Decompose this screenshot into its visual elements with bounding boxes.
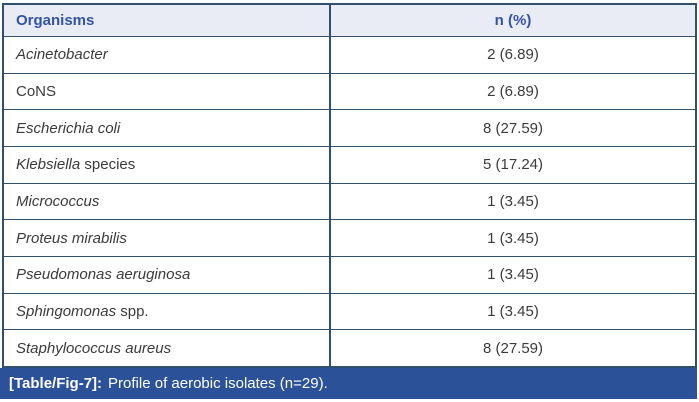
value-cell: 1 (3.45) xyxy=(331,294,695,330)
value-text: 8 (27.59) xyxy=(482,119,544,137)
organism-name-italic: Sphingomonas xyxy=(16,303,117,321)
organism-cell: Pseudomonas aeruginosa xyxy=(4,257,331,293)
value-text: 1 (3.45) xyxy=(487,266,539,284)
column-header-organisms: Organisms xyxy=(4,5,331,36)
caption-figure-label: [Table/Fig-7]: xyxy=(9,375,103,392)
table-caption-bar: [Table/Fig-7]: Profile of aerobic isolat… xyxy=(0,368,697,399)
value-text: 2 (6.89) xyxy=(487,83,539,100)
table-row: Escherichia coli 8 (27.59) xyxy=(4,109,695,147)
value-text: 1 (3.45) xyxy=(487,193,539,211)
organisms-table: Organisms n (%) Acinetobacter 2 (6.89) C… xyxy=(2,3,697,368)
table-row: CoNS 2 (6.89) xyxy=(4,72,695,110)
table-row: Micrococcus 1 (3.45) xyxy=(4,182,695,220)
value-cell: 8 (27.59) xyxy=(331,110,695,146)
table-row: Klebsiella species 5 (17.24) xyxy=(4,146,695,183)
table-row: Pseudomonas aeruginosa 1 (3.45) xyxy=(4,256,695,293)
value-cell: 2 (6.89) xyxy=(331,37,695,73)
organism-cell: Klebsiella species xyxy=(4,147,331,183)
organism-name-regular: spp. xyxy=(116,303,149,321)
organism-name-italic: Staphylococcus aureus xyxy=(16,339,172,357)
organism-cell: CoNS xyxy=(4,73,331,110)
caption-text: Profile of aerobic isolates (n=29). xyxy=(108,375,328,392)
organism-name-italic: Acinetobacter xyxy=(16,46,108,64)
table-row: Sphingomonas spp. 1 (3.45) xyxy=(4,292,695,330)
table-row: Proteus mirabilis 1 (3.45) xyxy=(4,219,695,257)
organism-name-italic: Pseudomonas aeruginosa xyxy=(16,266,191,284)
value-cell: 1 (3.45) xyxy=(331,220,695,256)
column-header-n-percent-label: n (%) xyxy=(494,12,532,29)
value-text: 8 (27.59) xyxy=(482,339,544,357)
organism-cell: Proteus mirabilis xyxy=(4,220,331,257)
table-header-row: Organisms n (%) xyxy=(4,5,695,36)
organism-name-regular: CoNS xyxy=(16,83,57,100)
organism-cell: Sphingomonas spp. xyxy=(4,293,331,330)
table-row: Acinetobacter 2 (6.89) xyxy=(4,36,695,73)
column-header-n-percent: n (%) xyxy=(331,5,695,36)
value-cell: 5 (17.24) xyxy=(331,147,695,183)
value-text: 1 (3.45) xyxy=(487,303,539,321)
column-header-organisms-label: Organisms xyxy=(16,12,95,29)
value-cell: 2 (6.89) xyxy=(331,74,695,110)
value-text: 1 (3.45) xyxy=(487,229,539,247)
value-cell: 8 (27.59) xyxy=(331,330,695,366)
value-text: 5 (17.24) xyxy=(482,156,544,174)
organism-name-italic: Klebsiella xyxy=(16,156,81,174)
organism-cell: Escherichia coli xyxy=(4,110,331,147)
organism-name-regular: species xyxy=(80,156,136,174)
value-cell: 1 (3.45) xyxy=(331,184,695,220)
organism-name-italic: Micrococcus xyxy=(16,193,100,211)
organism-cell: Staphylococcus aureus xyxy=(4,330,331,367)
value-cell: 1 (3.45) xyxy=(331,257,695,293)
organism-name-italic: Proteus mirabilis xyxy=(16,229,127,247)
table-row: Staphylococcus aureus 8 (27.59) xyxy=(4,329,695,367)
organism-name-italic: Escherichia coli xyxy=(16,119,121,137)
value-text: 2 (6.89) xyxy=(487,46,539,64)
organism-cell: Acinetobacter xyxy=(4,37,331,73)
organism-cell: Micrococcus xyxy=(4,183,331,220)
